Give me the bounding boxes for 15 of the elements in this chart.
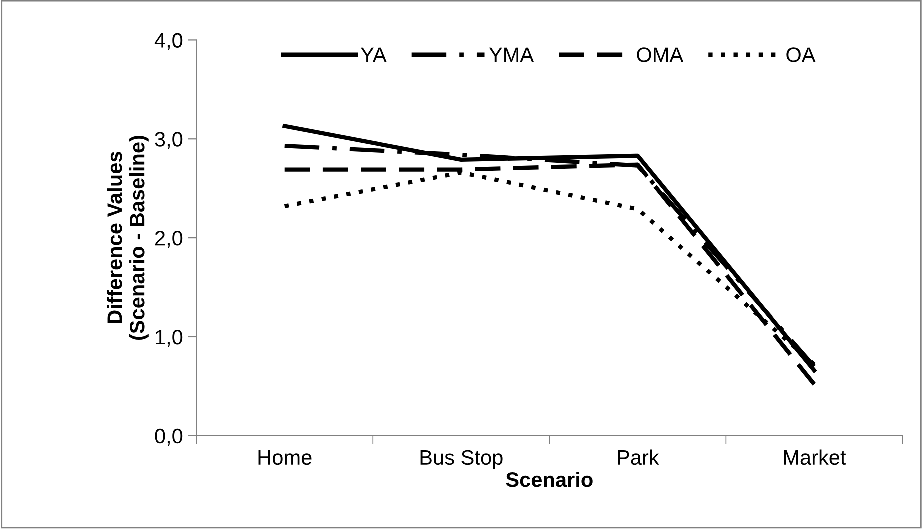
x-tick-label: Park <box>618 450 660 466</box>
y-tick-label: 3,0 <box>155 132 183 150</box>
x-tick-label: Market <box>784 450 846 466</box>
x-tick-label: Home <box>258 450 312 466</box>
x-tick-label: Bus Stop <box>420 450 503 470</box>
y-tick-label: 1,0 <box>156 330 183 348</box>
legend-label: YA <box>361 48 387 62</box>
legend-label: OMA <box>637 48 684 62</box>
legend-label: YMA <box>489 48 534 62</box>
y-axis-title: Difference Values (Scenario - Baseline) <box>107 136 149 340</box>
y-tick-label: 2,0 <box>155 231 183 248</box>
y-tick-label: 4,0 <box>154 33 183 50</box>
x-axis-title: Scenario <box>506 472 593 488</box>
legend-label: OA <box>786 48 816 62</box>
y-tick-label: 0,0 <box>155 428 183 446</box>
